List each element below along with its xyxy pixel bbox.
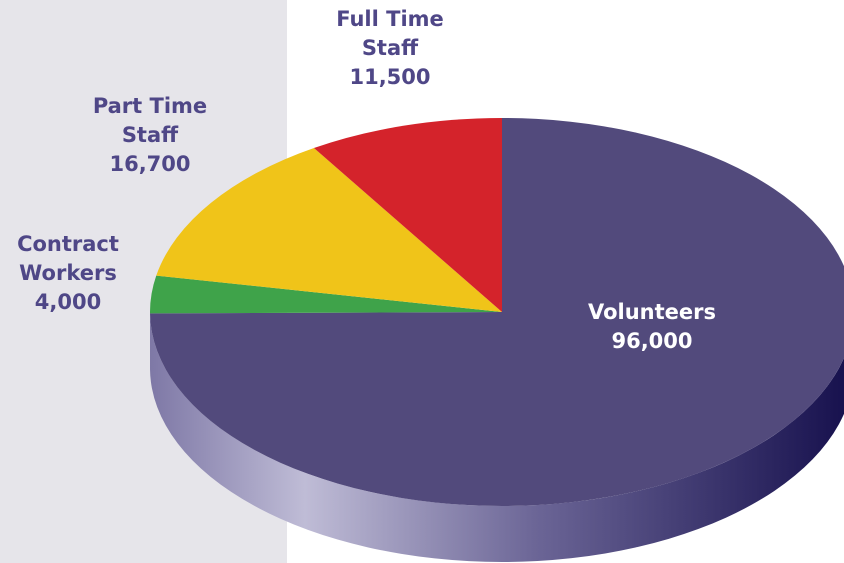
category-label: Contract Workers bbox=[17, 232, 119, 285]
category-label: Part Time Staff bbox=[92, 94, 208, 147]
slice bbox=[150, 118, 844, 506]
slice bbox=[149, 275, 502, 314]
slice bbox=[156, 148, 503, 312]
value-label: 16,700 bbox=[109, 152, 191, 176]
slice bbox=[313, 118, 502, 312]
slice-label: Contract Workers 4,000 bbox=[0, 230, 138, 317]
value-label: 11,500 bbox=[349, 65, 431, 89]
category-label: Volunteers bbox=[587, 300, 716, 324]
slice-label: Full Time Staff 11,500 bbox=[320, 5, 460, 92]
value-label: 96,000 bbox=[611, 329, 693, 353]
category-label: Full Time Staff bbox=[336, 7, 444, 60]
slice-label: Volunteers 96,000 bbox=[572, 298, 732, 356]
slice-label: Part Time Staff 16,700 bbox=[80, 92, 220, 179]
value-label: 4,000 bbox=[34, 290, 102, 314]
slice-side bbox=[150, 313, 844, 562]
